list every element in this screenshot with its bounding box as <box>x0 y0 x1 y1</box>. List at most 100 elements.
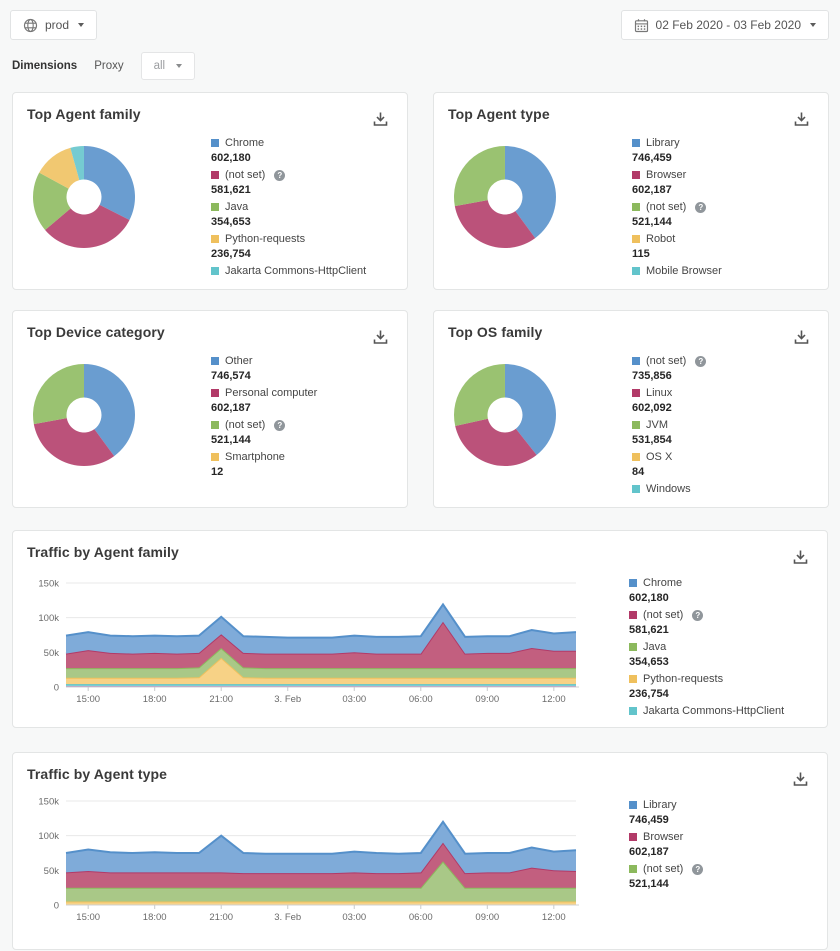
svg-text:03:00: 03:00 <box>342 694 366 705</box>
legend-label: Jakarta Commons-HttpClient <box>643 705 785 717</box>
legend-item[interactable]: Library <box>632 135 828 151</box>
legend-item[interactable]: Browser <box>632 167 828 183</box>
svg-text:21:00: 21:00 <box>209 694 233 705</box>
legend-item[interactable]: JVM <box>632 417 828 433</box>
download-button[interactable] <box>790 770 810 788</box>
legend-item[interactable]: Mobile Browser <box>632 263 828 279</box>
svg-text:06:00: 06:00 <box>409 912 433 923</box>
legend-item[interactable]: Browser <box>629 829 825 845</box>
legend-label: Library <box>646 137 680 149</box>
svg-text:0: 0 <box>54 683 59 694</box>
legend-label: Python-requests <box>643 673 724 685</box>
legend-item[interactable]: Java <box>629 639 825 655</box>
download-button[interactable] <box>790 548 810 566</box>
legend-item[interactable]: (not set)? <box>211 167 407 183</box>
legend-item[interactable]: Python-requests <box>629 671 825 687</box>
legend-item[interactable]: (not set)? <box>632 353 828 369</box>
download-button[interactable] <box>370 328 390 346</box>
legend-swatch <box>632 453 640 461</box>
svg-text:06:00: 06:00 <box>409 694 433 705</box>
filter-bar: Dimensions Proxy all <box>12 52 196 80</box>
legend: Library 746,459 Browser 602,187 (not set)? 52… <box>632 135 828 279</box>
legend-swatch <box>629 579 637 587</box>
card-traffic-by-agent-family: Traffic by Agent family 0 50k 100k 150k 15:0… <box>12 530 828 728</box>
legend-item[interactable]: Windows <box>632 481 828 497</box>
svg-text:15:00: 15:00 <box>76 912 100 923</box>
legend-value: 531,854 <box>632 434 672 446</box>
legend-value: 746,459 <box>632 152 672 164</box>
legend-label: Personal computer <box>225 387 318 399</box>
legend-swatch <box>632 421 640 429</box>
environment-label: prod <box>45 18 70 32</box>
legend-item[interactable]: (not set)? <box>629 861 825 877</box>
legend-item[interactable]: Robot <box>632 231 828 247</box>
legend-swatch <box>632 235 640 243</box>
donut-chart[interactable] <box>450 142 560 252</box>
legend-item[interactable]: (not set)? <box>632 199 828 215</box>
legend-item[interactable]: Chrome <box>211 135 407 151</box>
legend-value: 746,459 <box>629 814 669 826</box>
download-button[interactable] <box>370 110 390 128</box>
donut-chart[interactable] <box>450 360 560 470</box>
legend-label: (not set) <box>225 169 266 181</box>
help-icon[interactable]: ? <box>274 419 286 431</box>
legend-item[interactable]: Personal computer <box>211 385 407 401</box>
download-icon <box>794 112 808 126</box>
legend-swatch <box>211 203 219 211</box>
legend-item[interactable]: Other <box>211 353 407 369</box>
card-title: Traffic by Agent type <box>27 766 168 782</box>
legend-swatch <box>211 421 219 429</box>
legend-swatch <box>632 203 640 211</box>
legend-item[interactable]: Chrome <box>629 575 825 591</box>
legend-label: Mobile Browser <box>646 265 722 277</box>
legend-swatch <box>629 611 637 619</box>
help-icon[interactable]: ? <box>695 355 707 367</box>
legend-value: 746,574 <box>211 370 251 382</box>
legend: Chrome 602,180 (not set)? 581,621 Java 354,65… <box>211 135 407 279</box>
legend-swatch <box>632 171 640 179</box>
caret-down-icon <box>810 23 816 27</box>
legend-value: 236,754 <box>629 688 669 700</box>
legend-item[interactable]: Smartphone <box>211 449 407 465</box>
legend-label: (not set) <box>643 609 684 621</box>
legend-item[interactable]: Library <box>629 797 825 813</box>
help-icon[interactable]: ? <box>692 863 704 875</box>
download-button[interactable] <box>791 110 811 128</box>
donut-chart[interactable] <box>29 142 139 252</box>
help-icon[interactable]: ? <box>274 169 286 181</box>
help-icon[interactable]: ? <box>692 609 704 621</box>
legend: Library 746,459 Browser 602,187 (not set)? 52… <box>629 797 825 893</box>
svg-text:15:00: 15:00 <box>76 694 100 705</box>
card-title: Top Device category <box>27 324 165 340</box>
environment-selector[interactable]: prod <box>10 10 98 40</box>
legend-item[interactable]: (not set)? <box>629 607 825 623</box>
legend-label: Windows <box>646 483 691 495</box>
download-icon <box>793 772 807 786</box>
legend-item[interactable]: Linux <box>632 385 828 401</box>
legend-swatch <box>629 833 637 841</box>
download-icon <box>793 550 807 564</box>
legend-swatch <box>629 801 637 809</box>
legend-item[interactable]: (not set)? <box>211 417 407 433</box>
legend-item[interactable]: Jakarta Commons-HttpClient <box>211 263 407 279</box>
legend-item[interactable]: Python-requests <box>211 231 407 247</box>
download-button[interactable] <box>791 328 811 346</box>
svg-text:3. Feb: 3. Feb <box>274 912 301 923</box>
download-icon <box>373 112 387 126</box>
proxy-filter-select[interactable]: all <box>140 52 196 80</box>
date-range-selector[interactable]: 02 Feb 2020 - 03 Feb 2020 <box>620 10 829 40</box>
area-chart[interactable]: 0 50k 100k 150k 15:00 18:00 21:00 3. Feb 03:00 06… <box>13 531 829 729</box>
legend-label: Other <box>225 355 253 367</box>
proxy-filter-label: Proxy <box>94 60 124 72</box>
svg-text:100k: 100k <box>38 831 59 842</box>
legend-item[interactable]: Jakarta Commons-HttpClient <box>629 703 825 719</box>
legend-value: 602,180 <box>629 592 669 604</box>
donut-chart[interactable] <box>29 360 139 470</box>
legend-label: JVM <box>646 419 668 431</box>
help-icon[interactable]: ? <box>695 201 707 213</box>
legend-swatch <box>632 267 640 275</box>
legend: Chrome 602,180 (not set)? 581,621 Java 354,65… <box>629 575 825 719</box>
legend-item[interactable]: OS X <box>632 449 828 465</box>
legend-item[interactable]: Java <box>211 199 407 215</box>
legend-value: 521,144 <box>632 216 672 228</box>
